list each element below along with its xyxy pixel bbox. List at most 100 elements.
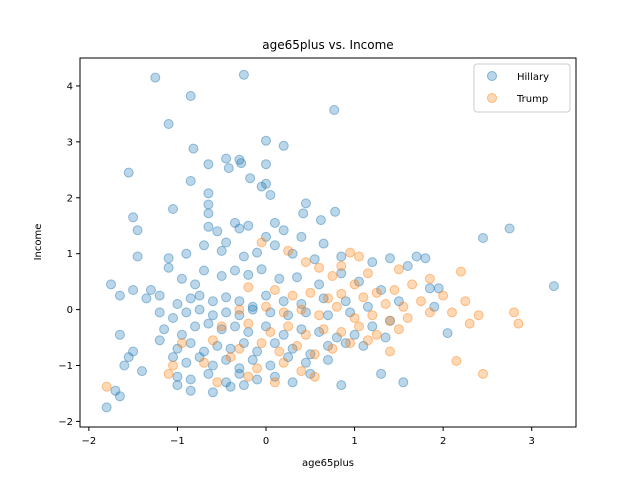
point-trump-34 xyxy=(296,304,307,315)
point-trump-78 xyxy=(101,381,112,392)
point-hillary-118 xyxy=(216,324,227,335)
point-trump-71 xyxy=(309,371,320,382)
point-hillary-64 xyxy=(190,279,201,290)
point-hillary-102 xyxy=(207,310,218,321)
point-hillary-44 xyxy=(163,253,174,264)
point-hillary-166 xyxy=(305,368,316,379)
point-hillary-54 xyxy=(367,257,378,268)
point-hillary-51 xyxy=(287,248,298,259)
x-tick-label: 0 xyxy=(263,436,269,447)
x-tick-label: 2 xyxy=(440,436,446,447)
points-layer xyxy=(101,69,559,413)
point-hillary-141 xyxy=(340,338,351,349)
point-trump-47 xyxy=(283,321,294,332)
point-hillary-133 xyxy=(212,340,223,351)
point-hillary-46 xyxy=(199,240,209,251)
point-hillary-167 xyxy=(398,377,409,388)
point-trump-52 xyxy=(371,329,382,340)
point-trump-12 xyxy=(349,279,360,290)
point-hillary-153 xyxy=(265,360,276,371)
point-hillary-76 xyxy=(424,283,435,294)
point-trump-50 xyxy=(336,327,347,337)
point-hillary-14 xyxy=(261,159,271,170)
point-hillary-34 xyxy=(203,221,214,232)
point-hillary-96 xyxy=(429,301,440,312)
point-hillary-80 xyxy=(141,293,152,304)
point-trump-35 xyxy=(314,310,325,321)
point-hillary-17 xyxy=(203,188,214,199)
point-trump-5 xyxy=(393,264,404,275)
point-hillary-40 xyxy=(318,238,329,249)
point-trump-25 xyxy=(380,299,391,309)
point-hillary-56 xyxy=(420,253,431,264)
point-hillary-170 xyxy=(101,402,112,413)
point-hillary-159 xyxy=(185,374,196,385)
legend: Hillary Trump xyxy=(473,63,571,113)
point-hillary-131 xyxy=(185,338,196,349)
point-hillary-15 xyxy=(185,176,196,186)
y-axis-label: Income xyxy=(33,224,44,261)
point-hillary-149 xyxy=(207,360,218,371)
point-trump-11 xyxy=(314,262,325,273)
point-trump-13 xyxy=(371,287,382,298)
point-trump-10 xyxy=(300,257,311,268)
point-hillary-147 xyxy=(181,357,192,368)
point-hillary-1 xyxy=(238,69,249,80)
point-hillary-145 xyxy=(137,366,147,377)
point-hillary-62 xyxy=(163,262,174,273)
point-hillary-7 xyxy=(234,154,245,165)
point-trump-62 xyxy=(345,338,356,349)
point-hillary-63 xyxy=(176,273,187,284)
point-trump-65 xyxy=(168,360,178,371)
point-hillary-16 xyxy=(123,167,134,178)
point-hillary-107 xyxy=(283,310,294,321)
point-trump-75 xyxy=(212,377,223,388)
x-tick-label: 3 xyxy=(529,436,535,447)
point-hillary-33 xyxy=(168,204,178,214)
point-hillary-121 xyxy=(261,321,271,332)
point-hillary-26 xyxy=(221,237,232,248)
point-hillary-125 xyxy=(331,332,342,343)
point-trump-9 xyxy=(283,245,294,256)
y-tick-label: 4 xyxy=(67,81,73,92)
point-hillary-173 xyxy=(207,387,218,398)
point-trump-59 xyxy=(292,340,302,351)
point-trump-61 xyxy=(327,343,338,354)
point-hillary-6 xyxy=(221,153,232,164)
point-hillary-128 xyxy=(128,346,139,357)
point-hillary-135 xyxy=(238,338,249,349)
point-hillary-4 xyxy=(163,119,174,129)
point-trump-19 xyxy=(269,285,280,295)
point-hillary-92 xyxy=(318,293,329,304)
point-hillary-9 xyxy=(188,143,199,154)
point-hillary-18 xyxy=(256,181,267,192)
point-hillary-72 xyxy=(314,279,325,290)
point-hillary-99 xyxy=(168,313,178,323)
point-trump-8 xyxy=(256,237,267,248)
point-hillary-162 xyxy=(234,368,245,379)
point-hillary-142 xyxy=(358,340,369,351)
point-trump-33 xyxy=(278,307,289,318)
point-trump-36 xyxy=(331,301,342,312)
point-trump-43 xyxy=(513,318,524,329)
point-hillary-74 xyxy=(354,276,364,287)
point-hillary-130 xyxy=(172,343,183,354)
point-trump-20 xyxy=(287,290,298,301)
point-hillary-68 xyxy=(243,269,254,280)
point-hillary-47 xyxy=(216,245,227,256)
point-hillary-160 xyxy=(203,368,214,379)
point-hillary-89 xyxy=(261,290,271,301)
point-trump-26 xyxy=(398,301,409,312)
point-hillary-117 xyxy=(203,318,214,329)
point-hillary-87 xyxy=(234,296,245,307)
point-hillary-65 xyxy=(199,265,209,276)
point-trump-54 xyxy=(176,338,187,349)
point-hillary-42 xyxy=(478,233,488,243)
point-hillary-85 xyxy=(207,296,218,307)
point-trump-2 xyxy=(327,271,338,281)
point-hillary-2 xyxy=(185,91,196,101)
y-tick-label: −2 xyxy=(58,417,73,428)
y-tick-label: 2 xyxy=(67,193,73,204)
point-trump-72 xyxy=(451,356,462,366)
point-trump-30 xyxy=(509,307,519,318)
